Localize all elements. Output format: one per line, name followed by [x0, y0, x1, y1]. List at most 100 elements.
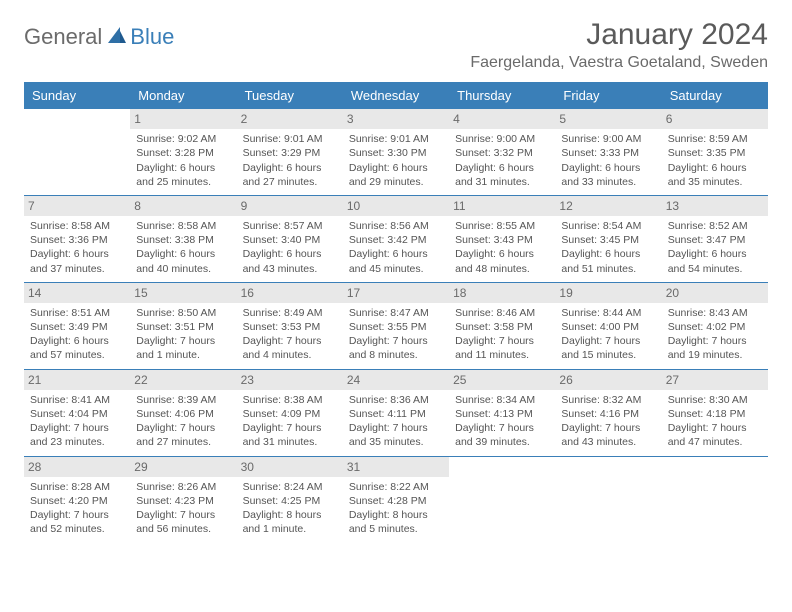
day-header: Monday: [130, 82, 236, 109]
sunset-line: Sunset: 4:25 PM: [243, 494, 337, 508]
day-number: 2: [237, 109, 343, 129]
day-number: 26: [555, 370, 661, 390]
sunset-line: Sunset: 3:32 PM: [455, 146, 549, 160]
calendar-week-row: 1Sunrise: 9:02 AMSunset: 3:28 PMDaylight…: [24, 109, 768, 195]
logo: General Blue: [24, 18, 174, 50]
day-number: 21: [24, 370, 130, 390]
day-number: 3: [343, 109, 449, 129]
calendar-cell: 26Sunrise: 8:32 AMSunset: 4:16 PMDayligh…: [555, 369, 661, 456]
sunrise-line: Sunrise: 8:43 AM: [668, 306, 762, 320]
day-number: 28: [24, 457, 130, 477]
day-header: Saturday: [662, 82, 768, 109]
day-number: 27: [662, 370, 768, 390]
daylight-line: Daylight: 7 hours and 8 minutes.: [349, 334, 443, 362]
daylight-line: Daylight: 6 hours and 43 minutes.: [243, 247, 337, 275]
day-number: 16: [237, 283, 343, 303]
sunrise-line: Sunrise: 9:00 AM: [455, 132, 549, 146]
sunset-line: Sunset: 4:20 PM: [30, 494, 124, 508]
calendar-week-row: 7Sunrise: 8:58 AMSunset: 3:36 PMDaylight…: [24, 195, 768, 282]
daylight-line: Daylight: 6 hours and 45 minutes.: [349, 247, 443, 275]
calendar-cell: 24 Sunrise: 8:36 AMSunset: 4:11 PMDayligh…: [343, 369, 449, 456]
sunrise-line: Sunrise: 8:38 AM: [243, 393, 337, 407]
calendar-cell: 6Sunrise: 8:59 AMSunset: 3:35 PMDaylight…: [662, 109, 768, 195]
day-number: 22: [130, 370, 236, 390]
sunrise-line: Sunrise: 8:49 AM: [243, 306, 337, 320]
sunrise-line: Sunrise: 8:22 AM: [349, 480, 443, 494]
daylight-line: Daylight: 7 hours and 4 minutes.: [243, 334, 337, 362]
daylight-line: Daylight: 7 hours and 52 minutes.: [30, 508, 124, 536]
sunset-line: Sunset: 4:18 PM: [668, 407, 762, 421]
day-header: Thursday: [449, 82, 555, 109]
day-number: 12: [555, 196, 661, 216]
sunset-line: Sunset: 3:49 PM: [30, 320, 124, 334]
daylight-line: Daylight: 6 hours and 27 minutes.: [243, 161, 337, 189]
daylight-line: Daylight: 7 hours and 43 minutes.: [561, 421, 655, 449]
day-number: 23: [237, 370, 343, 390]
calendar-cell: 19Sunrise: 8:44 AMSunset: 4:00 PMDayligh…: [555, 282, 661, 369]
sunset-line: Sunset: 3:53 PM: [243, 320, 337, 334]
day-header: Friday: [555, 82, 661, 109]
sunrise-line: Sunrise: 8:26 AM: [136, 480, 230, 494]
sunset-line: Sunset: 3:55 PM: [349, 320, 443, 334]
sunrise-line: Sunrise: 8:55 AM: [455, 219, 549, 233]
calendar-cell: 14Sunrise: 8:51 AMSunset: 3:49 PMDayligh…: [24, 282, 130, 369]
calendar-cell: 2Sunrise: 9:01 AMSunset: 3:29 PMDaylight…: [237, 109, 343, 195]
calendar-cell: 31Sunrise: 8:22 AMSunset: 4:28 PMDayligh…: [343, 456, 449, 542]
day-number: 9: [237, 196, 343, 216]
sunset-line: Sunset: 3:45 PM: [561, 233, 655, 247]
calendar-week-row: 21Sunrise: 8:41 AMSunset: 4:04 PMDayligh…: [24, 369, 768, 456]
day-header: Sunday: [24, 82, 130, 109]
calendar-cell: 22Sunrise: 8:39 AMSunset: 4:06 PMDayligh…: [130, 369, 236, 456]
sunset-line: Sunset: 3:29 PM: [243, 146, 337, 160]
sunset-line: Sunset: 3:30 PM: [349, 146, 443, 160]
calendar-cell: 28Sunrise: 8:28 AMSunset: 4:20 PMDayligh…: [24, 456, 130, 542]
sunrise-line: Sunrise: 8:36 AM: [349, 393, 443, 407]
title-block: January 2024 Faergelanda, Vaestra Goetal…: [470, 18, 768, 72]
calendar-cell: 9Sunrise: 8:57 AMSunset: 3:40 PMDaylight…: [237, 195, 343, 282]
day-number: 24: [343, 370, 449, 390]
sunset-line: Sunset: 4:06 PM: [136, 407, 230, 421]
daylight-line: Daylight: 6 hours and 48 minutes.: [455, 247, 549, 275]
daylight-line: Daylight: 7 hours and 47 minutes.: [668, 421, 762, 449]
sunrise-line: Sunrise: 8:59 AM: [668, 132, 762, 146]
sunset-line: Sunset: 4:11 PM: [349, 407, 443, 421]
sunrise-line: Sunrise: 8:39 AM: [136, 393, 230, 407]
calendar-cell: 21Sunrise: 8:41 AMSunset: 4:04 PMDayligh…: [24, 369, 130, 456]
calendar-cell: 23Sunrise: 8:38 AMSunset: 4:09 PMDayligh…: [237, 369, 343, 456]
calendar-cell: 27Sunrise: 8:30 AMSunset: 4:18 PMDayligh…: [662, 369, 768, 456]
calendar-cell: 4 Sunrise: 9:00 AMSunset: 3:32 PMDaylight…: [449, 109, 555, 195]
sunrise-line: Sunrise: 9:00 AM: [561, 132, 655, 146]
calendar-cell: 29Sunrise: 8:26 AMSunset: 4:23 PMDayligh…: [130, 456, 236, 542]
sunset-line: Sunset: 3:28 PM: [136, 146, 230, 160]
sunrise-line: Sunrise: 8:50 AM: [136, 306, 230, 320]
location-subtitle: Faergelanda, Vaestra Goetaland, Sweden: [470, 54, 768, 72]
daylight-line: Daylight: 7 hours and 23 minutes.: [30, 421, 124, 449]
day-number: 15: [130, 283, 236, 303]
day-number: 25: [449, 370, 555, 390]
daylight-line: Daylight: 6 hours and 31 minutes.: [455, 161, 549, 189]
calendar-week-row: 28Sunrise: 8:28 AMSunset: 4:20 PMDayligh…: [24, 456, 768, 542]
sunrise-line: Sunrise: 8:51 AM: [30, 306, 124, 320]
day-header-row: Sunday Monday Tuesday Wednesday Thursday…: [24, 82, 768, 109]
daylight-line: Daylight: 7 hours and 15 minutes.: [561, 334, 655, 362]
daylight-line: Daylight: 6 hours and 54 minutes.: [668, 247, 762, 275]
daylight-line: Daylight: 6 hours and 25 minutes.: [136, 161, 230, 189]
daylight-line: Daylight: 7 hours and 39 minutes.: [455, 421, 549, 449]
calendar-cell: [449, 456, 555, 542]
daylight-line: Daylight: 6 hours and 29 minutes.: [349, 161, 443, 189]
daylight-line: Daylight: 7 hours and 35 minutes.: [349, 421, 443, 449]
daylight-line: Daylight: 8 hours and 5 minutes.: [349, 508, 443, 536]
sunrise-line: Sunrise: 8:58 AM: [136, 219, 230, 233]
calendar-cell: 13Sunrise: 8:52 AMSunset: 3:47 PMDayligh…: [662, 195, 768, 282]
calendar-table: Sunday Monday Tuesday Wednesday Thursday…: [24, 82, 768, 542]
daylight-line: Daylight: 7 hours and 19 minutes.: [668, 334, 762, 362]
day-number: 4: [449, 109, 555, 129]
sunrise-line: Sunrise: 8:24 AM: [243, 480, 337, 494]
daylight-line: Daylight: 8 hours and 1 minute.: [243, 508, 337, 536]
sunset-line: Sunset: 4:04 PM: [30, 407, 124, 421]
calendar-cell: 3Sunrise: 9:01 AMSunset: 3:30 PMDaylight…: [343, 109, 449, 195]
calendar-week-row: 14Sunrise: 8:51 AMSunset: 3:49 PMDayligh…: [24, 282, 768, 369]
daylight-line: Daylight: 6 hours and 51 minutes.: [561, 247, 655, 275]
sunrise-line: Sunrise: 8:56 AM: [349, 219, 443, 233]
sunrise-line: Sunrise: 8:46 AM: [455, 306, 549, 320]
